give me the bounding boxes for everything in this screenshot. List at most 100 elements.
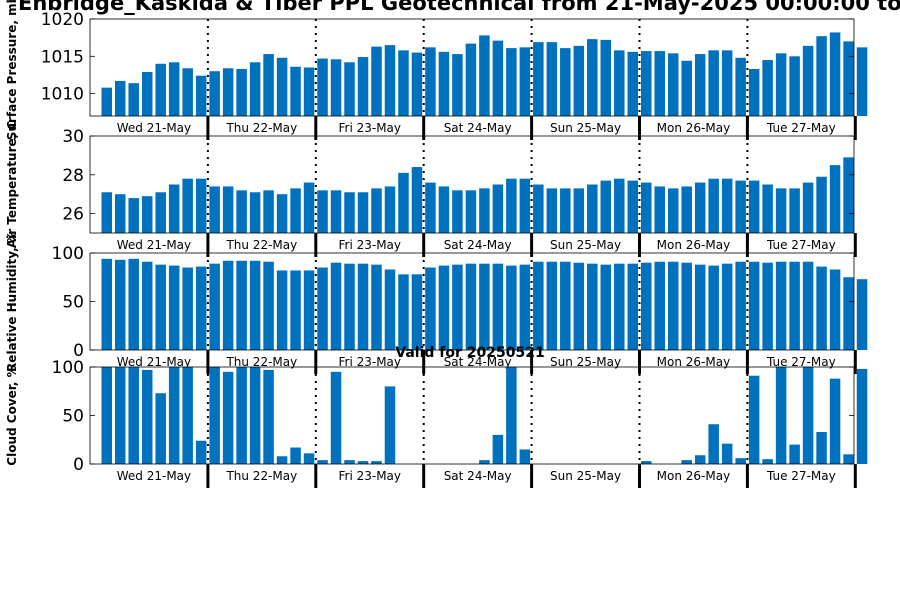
- data-bar: [344, 62, 355, 116]
- data-bar: [843, 454, 854, 464]
- data-bar: [276, 57, 288, 116]
- data-bar: [600, 180, 612, 233]
- x-day-label: Mon 26-May: [657, 469, 731, 483]
- data-bar: [640, 182, 652, 233]
- data-bar: [735, 458, 746, 464]
- x-day-label: Wed 21-May: [117, 121, 191, 135]
- data-bar: [816, 266, 827, 350]
- data-bar: [128, 83, 139, 116]
- data-bar: [222, 260, 234, 350]
- data-bar: [411, 52, 423, 116]
- panel-1: 1010 1015 1020 Wed 21-May Thu 22-May Fri 23-M…: [5, 0, 868, 140]
- y-tick-label: 50: [62, 293, 84, 313]
- data-bar: [681, 262, 692, 350]
- data-bar: [789, 188, 800, 233]
- data-bar: [411, 274, 423, 350]
- data-bar: [155, 192, 166, 233]
- data-bar: [101, 192, 112, 233]
- data-bar: [101, 367, 112, 464]
- y-tick-label: 0: [73, 341, 84, 361]
- data-bar: [829, 378, 841, 464]
- data-bar: [168, 367, 180, 464]
- data-bar: [195, 178, 207, 233]
- y-tick-label: 1015: [41, 47, 84, 67]
- data-bar: [802, 367, 814, 464]
- y-axis-label: Air Temperature, C: [5, 121, 19, 249]
- data-bar: [546, 261, 558, 350]
- data-bar: [816, 431, 827, 464]
- data-bar: [128, 367, 139, 464]
- data-bar: [236, 367, 247, 464]
- data-bar: [222, 68, 234, 116]
- data-bar: [802, 182, 814, 233]
- data-bar: [533, 184, 544, 233]
- data-bar: [775, 367, 787, 464]
- data-bar: [330, 371, 342, 464]
- data-bar: [114, 259, 126, 350]
- data-bar: [479, 188, 490, 233]
- data-bar: [640, 51, 652, 116]
- y-tick-label: 0: [73, 455, 84, 475]
- data-bar: [263, 190, 274, 233]
- data-bar: [344, 460, 355, 464]
- data-bar: [290, 188, 301, 233]
- data-bar: [829, 269, 841, 350]
- data-bar: [317, 190, 328, 233]
- data-bar: [317, 267, 328, 350]
- data-bar: [775, 53, 787, 116]
- data-bar: [236, 190, 247, 233]
- data-bar: [465, 263, 477, 350]
- data-bar: [667, 188, 679, 233]
- data-bar: [640, 262, 652, 350]
- data-bar: [303, 182, 315, 233]
- data-bar: [856, 279, 868, 350]
- data-bar: [438, 265, 450, 350]
- data-bar: [627, 51, 639, 116]
- data-bar: [708, 178, 719, 233]
- data-bar: [816, 36, 827, 116]
- y-tick-label: 100: [52, 358, 84, 378]
- data-bar: [425, 267, 436, 350]
- data-bar: [330, 262, 342, 350]
- data-bar: [128, 258, 139, 350]
- data-bar: [182, 68, 193, 116]
- data-bar: [708, 424, 719, 464]
- data-bar: [735, 180, 746, 233]
- data-bar: [560, 48, 571, 116]
- data-bar: [303, 270, 315, 350]
- data-bar: [560, 188, 571, 233]
- data-bar: [667, 261, 679, 350]
- data-bar: [182, 367, 193, 464]
- data-bar: [182, 267, 193, 350]
- data-bar: [506, 48, 517, 116]
- data-bar: [276, 194, 288, 233]
- data-bar: [438, 51, 450, 116]
- data-bar: [371, 461, 382, 464]
- data-bar: [249, 260, 261, 350]
- data-bar: [465, 190, 477, 233]
- data-bar: [452, 264, 463, 350]
- data-bar: [114, 367, 126, 464]
- y-axis-label: Surface Pressure, mb: [5, 0, 19, 140]
- data-bar: [708, 50, 719, 117]
- data-bar: [114, 194, 126, 233]
- data-bar: [654, 261, 665, 350]
- data-bar: [856, 47, 868, 116]
- data-bar: [762, 262, 773, 350]
- data-bar: [789, 444, 800, 464]
- data-bar: [357, 263, 369, 350]
- x-day-label: Wed 21-May: [117, 469, 191, 483]
- data-bar: [155, 393, 166, 464]
- data-bar: [519, 264, 531, 350]
- data-bar: [492, 434, 504, 464]
- data-bar: [222, 186, 234, 233]
- data-bar: [748, 375, 760, 464]
- y-axis-label: Cloud Cover, %: [5, 365, 19, 465]
- x-day-label: Thu 22-May: [225, 121, 297, 135]
- data-bar: [398, 172, 409, 233]
- data-bar: [587, 184, 598, 233]
- data-bar: [843, 157, 854, 233]
- x-day-label: Wed 21-May: [117, 238, 191, 252]
- data-bar: [802, 261, 814, 350]
- data-bar: [546, 42, 558, 116]
